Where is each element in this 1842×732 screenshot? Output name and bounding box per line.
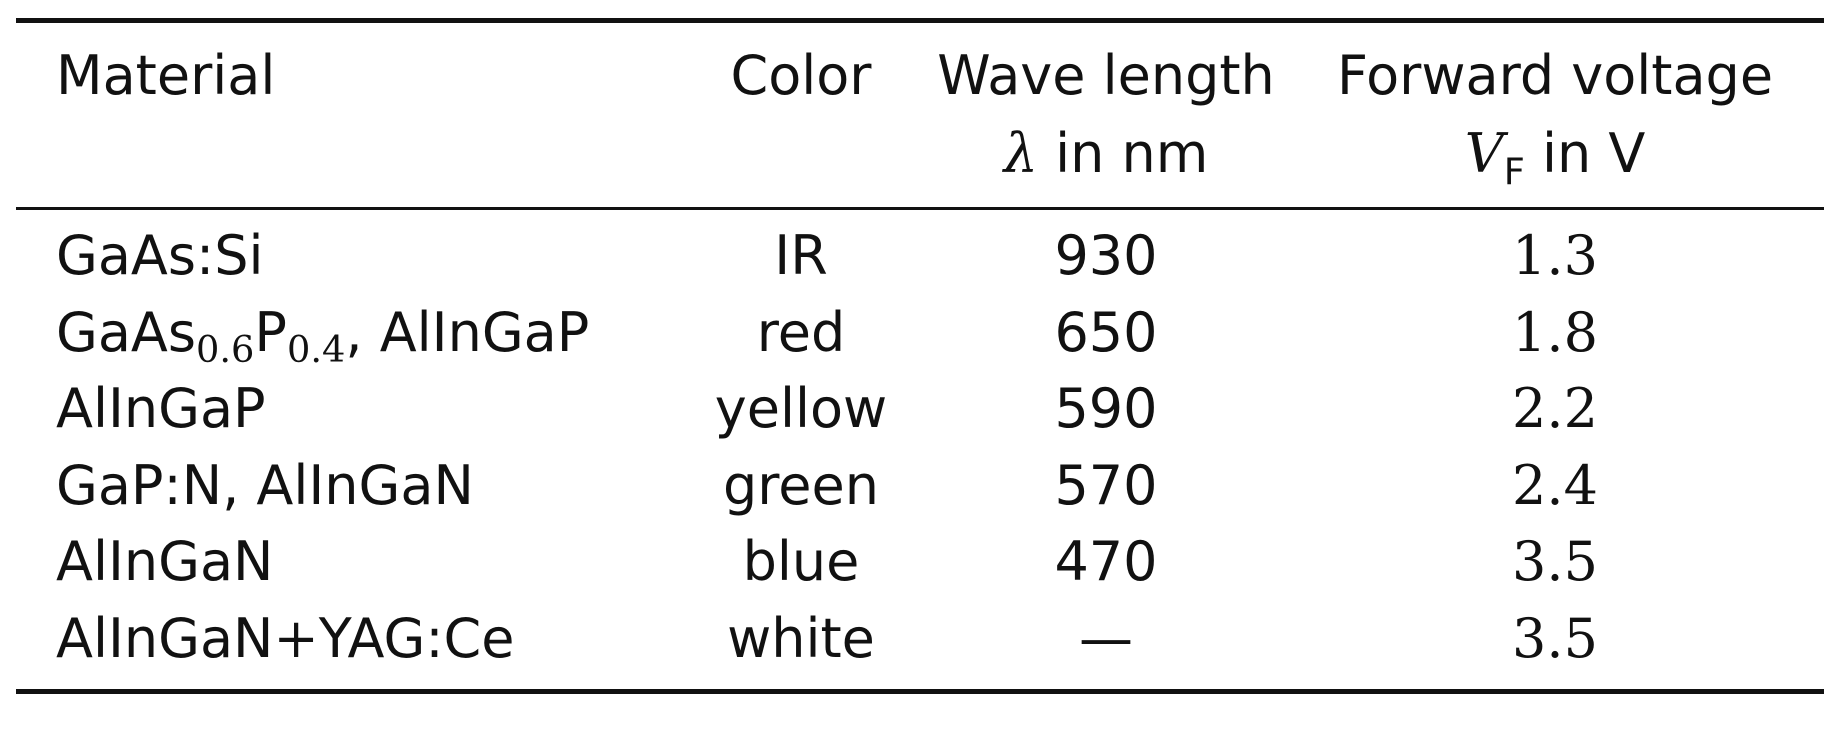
- header-voltage: Forward voltage VF in V: [1286, 37, 1824, 193]
- material-mid: P: [254, 300, 287, 364]
- header-voltage-title: Forward voltage: [1336, 44, 1774, 107]
- table-body: GaAs:Si IR 930 1.3 GaAs0.6P0.4, AlInGaP …: [16, 210, 1824, 689]
- header-voltage-unit: in V: [1524, 122, 1646, 185]
- header-material: Material: [56, 44, 276, 107]
- material-rest: , AlInGaP: [345, 300, 590, 364]
- cell-material: AlInGaP: [56, 377, 266, 440]
- material-base: GaAs: [56, 300, 197, 364]
- material-subscript-1: 0.6: [196, 328, 255, 372]
- material-a: AlInGaN: [56, 606, 274, 670]
- cell-wavelength: 930: [1054, 224, 1158, 287]
- cell-material: GaP:N, AlInGaN: [56, 453, 474, 517]
- header-wavelength-unit-line: λ in nm: [926, 115, 1286, 193]
- header-wavelength: Wave length λ in nm: [926, 37, 1286, 193]
- voltage-subscript: F: [1503, 149, 1525, 193]
- cell-voltage: 2.2: [1512, 377, 1598, 440]
- bottom-rule: [16, 689, 1824, 694]
- voltage-symbol: V: [1464, 122, 1504, 185]
- table-row: AlInGaP yellow 590 2.2: [16, 371, 1824, 448]
- header-row: Material Color Wave length λ in nm Forwa…: [16, 23, 1824, 207]
- table-row: AlInGaN+YAG:Ce white — 3.5: [16, 601, 1824, 678]
- cell-voltage: 1.8: [1512, 300, 1598, 364]
- cell-color: IR: [774, 224, 828, 287]
- cell-material: GaAs:Si: [56, 224, 264, 287]
- material-subscript-2: 0.4: [287, 328, 346, 372]
- table-row: GaAs:Si IR 930 1.3: [16, 218, 1824, 295]
- material-b: YAG:Ce: [318, 606, 515, 670]
- cell-color: white: [727, 606, 875, 670]
- header-wavelength-title: Wave length: [937, 44, 1275, 107]
- cell-material: AlInGaN+YAG:Ce: [16, 601, 676, 678]
- top-rule: [16, 18, 1824, 23]
- led-properties-table: Material Color Wave length λ in nm Forwa…: [16, 18, 1824, 694]
- cell-color: yellow: [714, 377, 888, 440]
- material-plus: +: [273, 606, 319, 670]
- cell-material: GaAs0.6P0.4, AlInGaP: [16, 295, 676, 372]
- cell-color: red: [756, 300, 846, 364]
- lambda-symbol: λ: [1003, 122, 1038, 185]
- cell-color: blue: [742, 530, 860, 593]
- cell-wavelength: 570: [1054, 453, 1158, 517]
- header-color: Color: [730, 44, 872, 107]
- header-voltage-unit-line: VF in V: [1286, 115, 1824, 193]
- cell-material: AlInGaN: [56, 530, 274, 593]
- cell-color: green: [723, 453, 879, 517]
- table-row: AlInGaN blue 470 3.5: [16, 524, 1824, 601]
- cell-voltage: 3.5: [1512, 530, 1598, 593]
- cell-wavelength: 470: [1054, 530, 1158, 593]
- cell-voltage: 2.4: [1512, 453, 1598, 517]
- header-wavelength-unit: in nm: [1037, 122, 1209, 185]
- table-row: GaAs0.6P0.4, AlInGaP red 650 1.8: [16, 295, 1824, 372]
- cell-voltage: 3.5: [1512, 606, 1598, 670]
- header-rule: [16, 207, 1824, 210]
- cell-voltage: 1.3: [1512, 224, 1598, 287]
- table-row: GaP:N, AlInGaN green 570 2.4: [16, 448, 1824, 525]
- cell-wavelength: 650: [1054, 300, 1158, 364]
- cell-wavelength: —: [1079, 606, 1133, 670]
- cell-wavelength: 590: [1054, 377, 1158, 440]
